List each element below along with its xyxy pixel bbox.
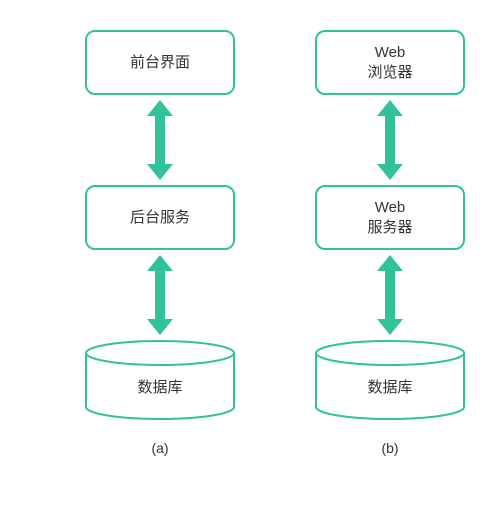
column-col-a: 前台界面后台服务数据库 (a) [60, 30, 260, 511]
node-b3-label: 数据库 [315, 364, 465, 408]
caption-col-b: (b) [381, 440, 398, 456]
node-b1-line-0: Web [375, 43, 406, 63]
node-a2: 后台服务 [85, 185, 235, 250]
node-a2-line-0: 后台服务 [130, 208, 190, 228]
double-arrow [147, 255, 173, 335]
node-b3-line-0: 数据库 [367, 376, 412, 397]
node-b2: Web服务器 [315, 185, 465, 250]
double-arrow [377, 255, 403, 335]
node-a1-line-0: 前台界面 [130, 53, 190, 73]
column-col-b: Web浏览器Web服务器数据库(b) [290, 30, 490, 511]
node-a1: 前台界面 [85, 30, 235, 95]
node-b1: Web浏览器 [315, 30, 465, 95]
node-a3: 数据库 [85, 340, 235, 420]
caption-col-a: (a) [151, 440, 168, 456]
node-b2-line-1: 服务器 [367, 218, 412, 238]
double-arrow [147, 100, 173, 180]
node-b1-line-1: 浏览器 [367, 63, 412, 83]
node-a3-label: 数据库 [85, 364, 235, 408]
node-b2-line-0: Web [375, 198, 406, 218]
node-a3-line-0: 数据库 [137, 376, 182, 397]
diagram-canvas: 前台界面后台服务数据库(a)Web浏览器Web服务器数据库(b) [0, 0, 500, 521]
node-b3: 数据库 [315, 340, 465, 420]
double-arrow [377, 100, 403, 180]
